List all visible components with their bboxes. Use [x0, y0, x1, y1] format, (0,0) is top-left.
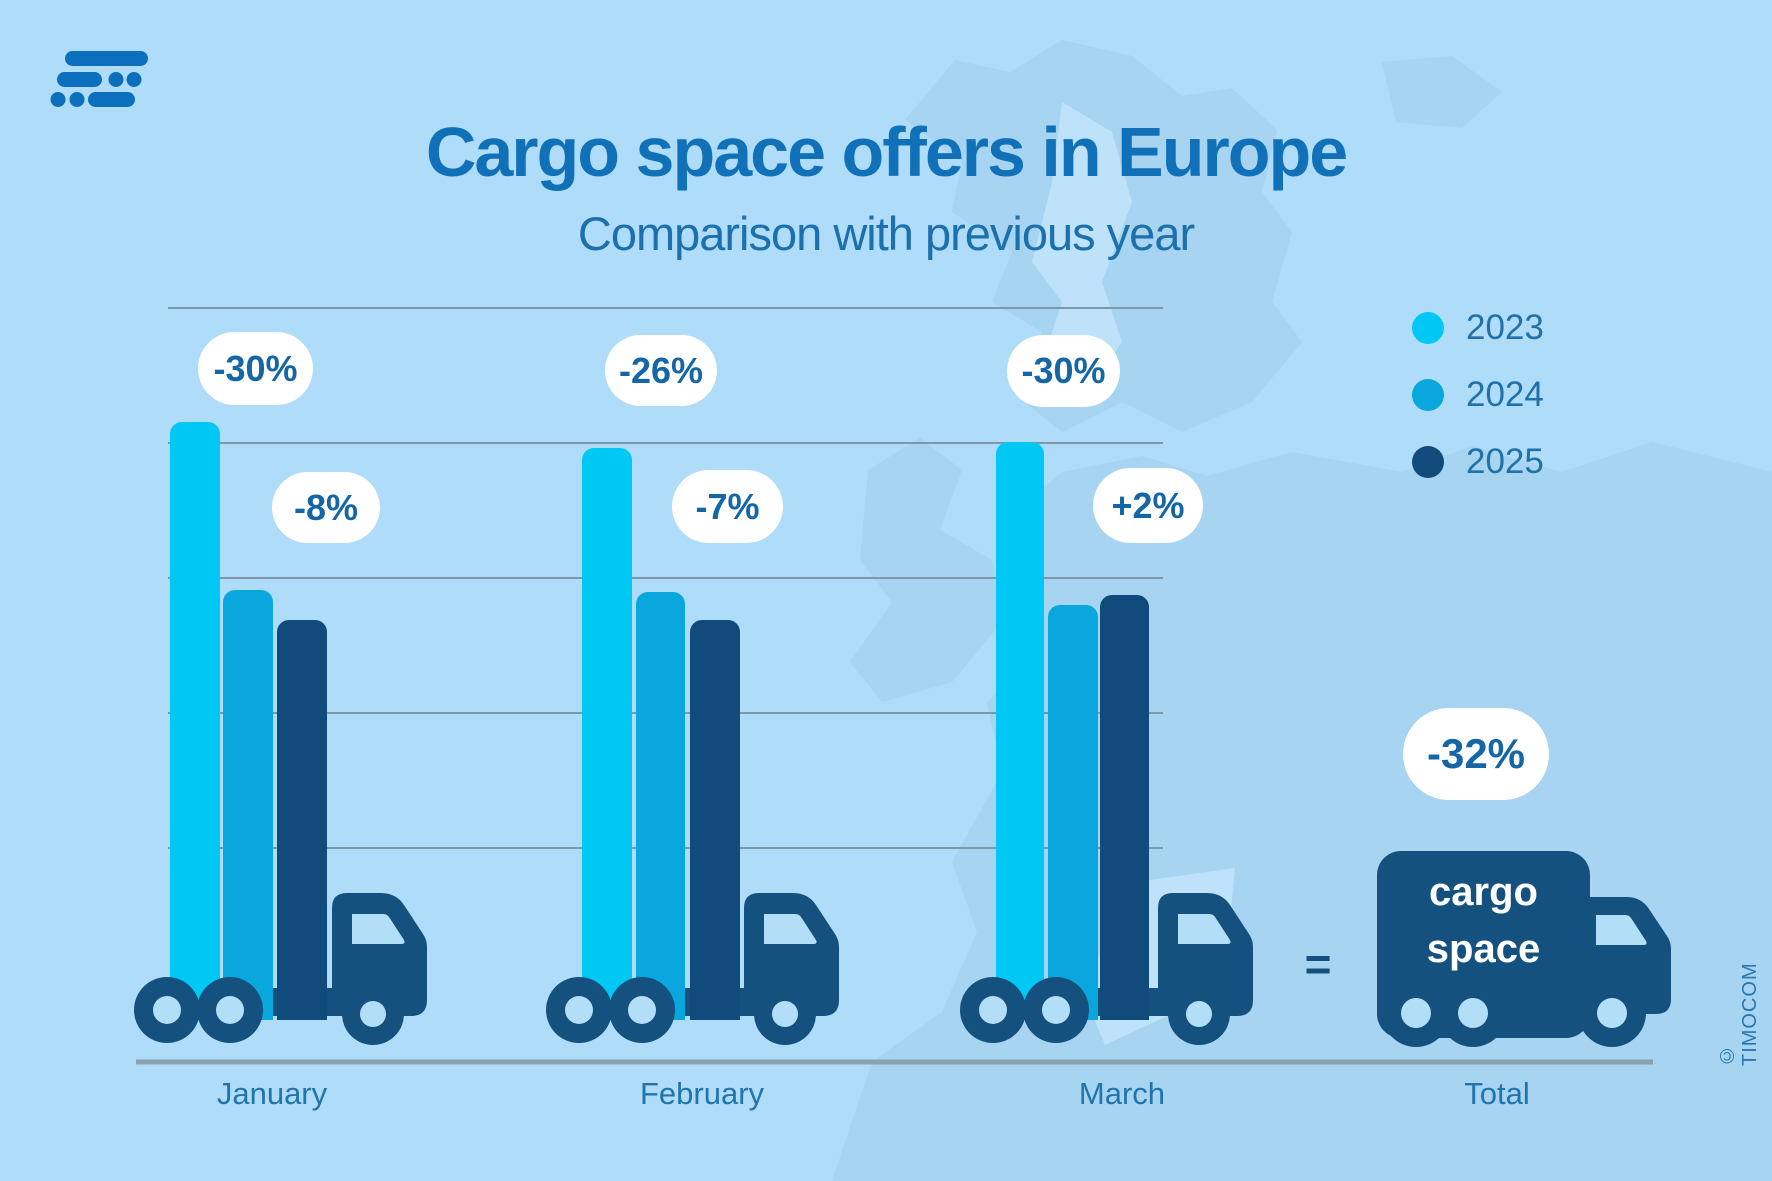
badge-january-2025-change: -8%: [272, 472, 380, 543]
badge-february-2024-change: -26%: [605, 335, 717, 406]
cargo-space-line1: cargo: [1429, 870, 1538, 914]
truck-total-icon: [1377, 851, 1671, 1047]
truck-january-icon: [134, 893, 427, 1045]
legend-label: 2023: [1466, 308, 1544, 347]
legend-item-2023: 2023: [1412, 306, 1544, 350]
bar-january-2025: [277, 620, 327, 1020]
timocom-logo-icon: [50, 51, 148, 107]
badge-total-change: -32%: [1403, 708, 1549, 800]
bar-march-2025: [1100, 595, 1149, 1020]
bar-february-2023: [582, 448, 632, 1020]
bar-february-2024: [636, 592, 685, 1020]
legend-dot-2025-icon: [1412, 446, 1444, 478]
legend-dot-2024-icon: [1412, 379, 1444, 411]
truck-february-icon: [546, 893, 839, 1045]
legend-label: 2024: [1466, 375, 1544, 414]
bar-february-2025: [690, 620, 740, 1020]
badge-january-2024-change: -30%: [198, 332, 313, 405]
bar-march-2023: [996, 442, 1044, 1020]
watermark-timocom: © TIMOCOM: [1716, 962, 1761, 1066]
legend: 2023 2024 2025: [1412, 306, 1544, 507]
equals-sign: =: [1304, 938, 1332, 990]
badge-march-2025-change: +2%: [1093, 468, 1203, 543]
page-title: Cargo space offers in Europe: [425, 113, 1348, 191]
legend-item-2025: 2025: [1412, 440, 1544, 484]
page-subtitle: Comparison with previous year: [577, 207, 1195, 260]
bar-march-2024: [1048, 605, 1098, 1020]
legend-dot-2023-icon: [1412, 312, 1444, 344]
legend-item-2024: 2024: [1412, 373, 1544, 417]
truck-march-icon: [960, 893, 1253, 1045]
legend-label: 2025: [1466, 442, 1544, 481]
axis-label-total: Total: [1464, 1076, 1530, 1111]
bar-january-2024: [223, 590, 273, 1020]
bar-january-2023: [170, 422, 220, 1020]
badge-march-2024-change: -30%: [1007, 335, 1120, 407]
cargo-space-line2: space: [1426, 927, 1541, 971]
cargo-space-label: cargo space: [1377, 864, 1590, 978]
badge-february-2025-change: -7%: [672, 470, 783, 543]
axis-label-february: February: [639, 1076, 765, 1111]
axis-label-january: January: [216, 1076, 328, 1111]
axis-label-march: March: [1078, 1076, 1166, 1111]
